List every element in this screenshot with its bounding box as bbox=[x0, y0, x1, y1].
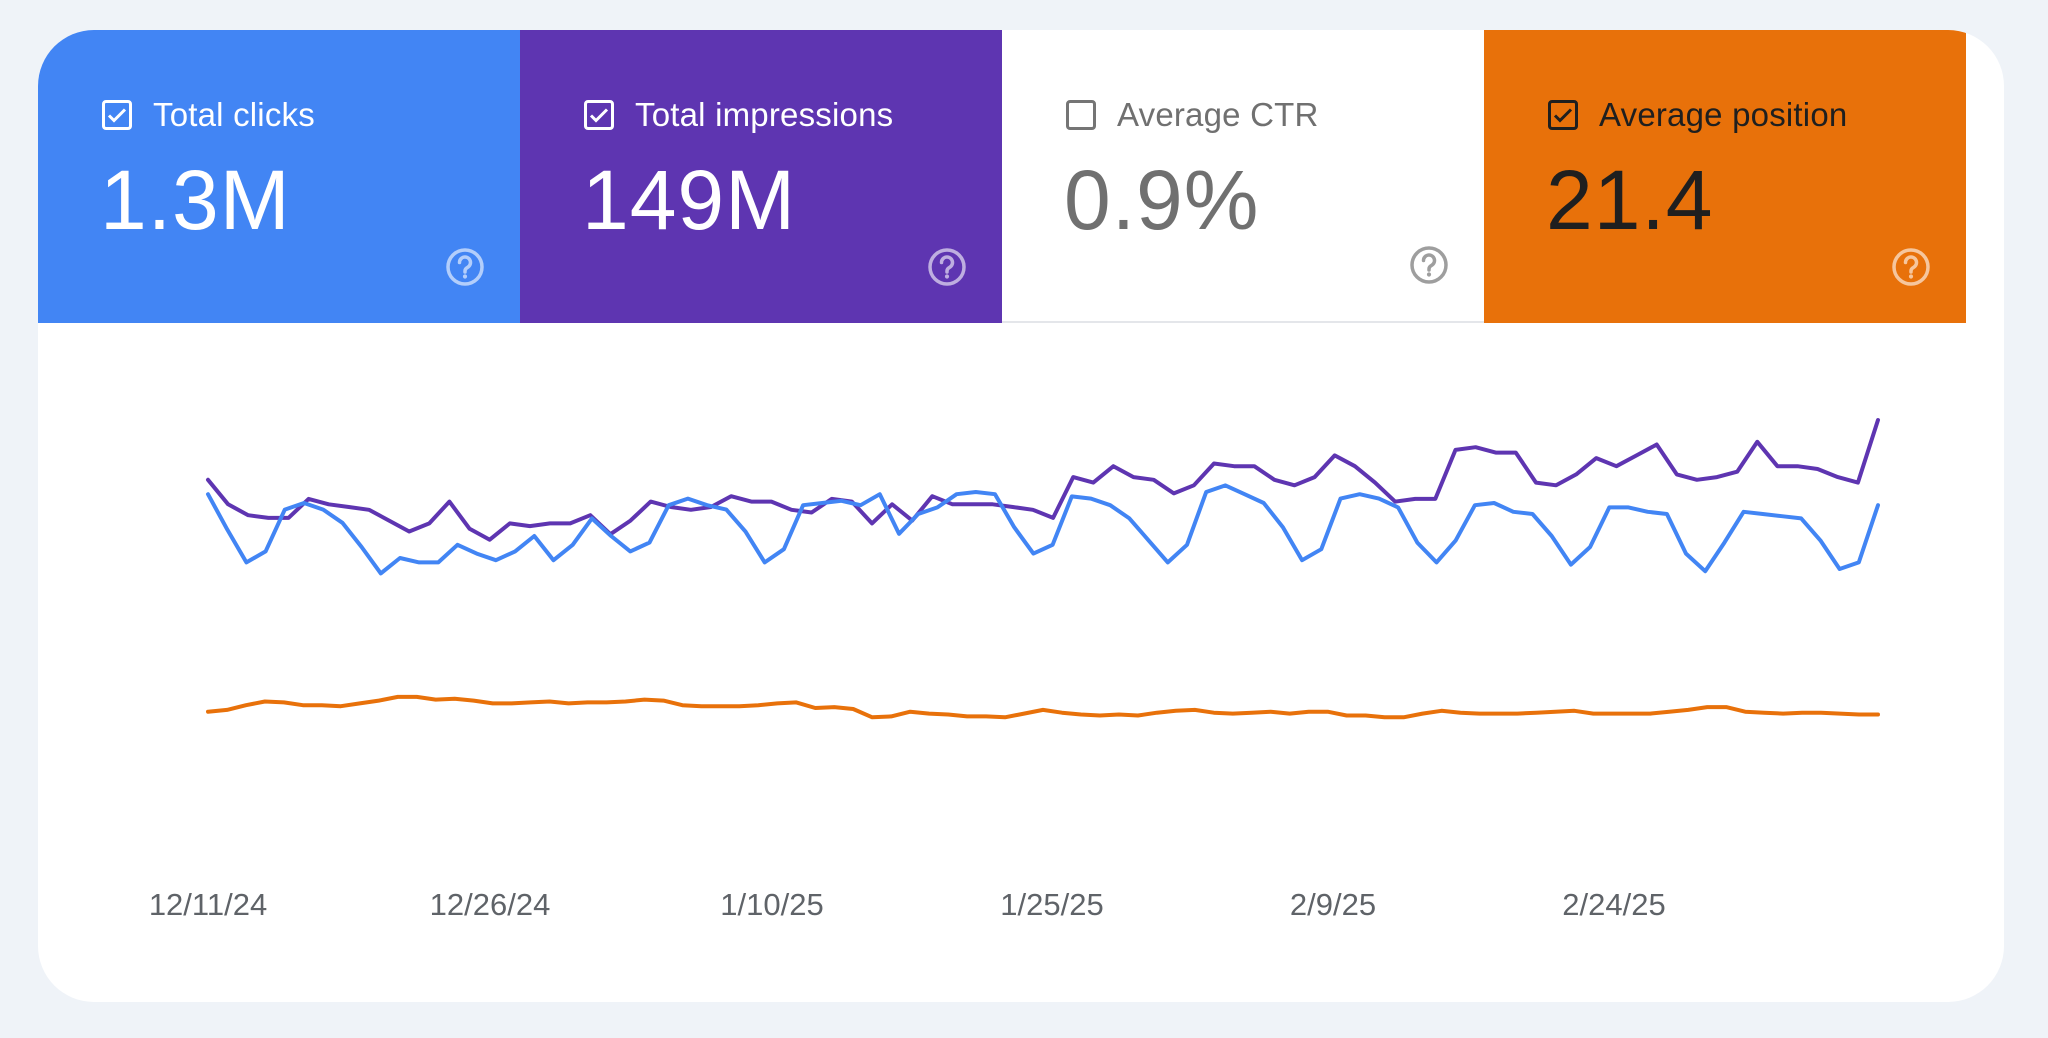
metric-card-average-position[interactable]: Average position 21.4 bbox=[1484, 30, 1966, 323]
metric-value: 21.4 bbox=[1546, 153, 1714, 247]
metric-card-total-clicks[interactable]: Total clicks 1.3M bbox=[38, 30, 520, 323]
metric-label: Total clicks bbox=[153, 96, 315, 133]
metric-card-average-ctr[interactable]: Average CTR 0.9% bbox=[1002, 30, 1484, 323]
metric-header: Average position bbox=[1548, 96, 1847, 134]
metric-header: Average CTR bbox=[1066, 96, 1319, 134]
checkbox-icon[interactable] bbox=[1066, 100, 1096, 130]
checkbox-icon[interactable] bbox=[584, 100, 614, 130]
x-tick-label: 1/10/25 bbox=[720, 887, 823, 922]
metric-label: Total impressions bbox=[635, 96, 894, 133]
metric-label: Average CTR bbox=[1117, 96, 1319, 133]
metric-value: 0.9% bbox=[1064, 153, 1260, 247]
metric-label: Average position bbox=[1599, 96, 1848, 133]
x-tick-label: 1/25/25 bbox=[1000, 887, 1103, 922]
x-tick-label: 12/26/24 bbox=[430, 887, 551, 922]
series-line-total-impressions bbox=[206, 418, 1880, 542]
help-icon[interactable] bbox=[444, 246, 486, 288]
metric-header: Total impressions bbox=[584, 96, 893, 134]
help-icon[interactable] bbox=[1408, 244, 1450, 286]
help-icon[interactable] bbox=[926, 246, 968, 288]
performance-card: Total clicks 1.3M Total impressions 149M… bbox=[38, 30, 2004, 1002]
x-tick-label: 12/11/24 bbox=[149, 887, 267, 922]
performance-line-chart: 12/11/24 12/26/24 1/10/25 1/25/25 2/9/25 2/24… bbox=[149, 418, 1880, 922]
metric-header: Total clicks bbox=[102, 96, 315, 134]
metric-value: 149M bbox=[582, 153, 797, 247]
help-icon[interactable] bbox=[1890, 246, 1932, 288]
x-tick-label: 2/9/25 bbox=[1290, 887, 1376, 922]
metric-value: 1.3M bbox=[100, 153, 291, 247]
metric-tabs: Total clicks 1.3M Total impressions 149M… bbox=[38, 30, 1968, 323]
metric-card-total-impressions[interactable]: Total impressions 149M bbox=[520, 30, 1002, 323]
series-line-total-clicks bbox=[206, 483, 1880, 576]
checkbox-icon[interactable] bbox=[1548, 100, 1578, 130]
series-line-average-position bbox=[206, 694, 1880, 720]
checkbox-icon[interactable] bbox=[102, 100, 132, 130]
x-tick-label: 2/24/25 bbox=[1562, 887, 1665, 922]
